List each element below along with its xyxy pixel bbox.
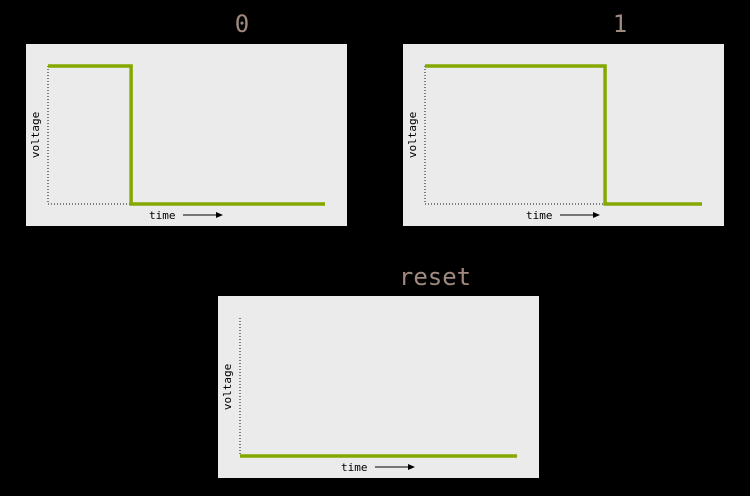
chart-title-reset: reset bbox=[398, 263, 472, 291]
waveform-plot: voltage time bbox=[406, 64, 702, 222]
signal-trace bbox=[425, 64, 702, 206]
y-axis-label: voltage bbox=[29, 112, 42, 158]
chart-panel-0: voltage time bbox=[26, 44, 347, 226]
arrowhead-icon bbox=[216, 212, 223, 218]
chart-title-1: 1 bbox=[612, 10, 628, 38]
signal-trace bbox=[48, 64, 325, 206]
arrowhead-icon bbox=[593, 212, 600, 218]
waveform-plot: voltage time bbox=[29, 64, 325, 222]
x-axis-label: time bbox=[526, 209, 553, 222]
chart-panel-reset: voltage time bbox=[218, 296, 539, 478]
waveform-plot: voltage time bbox=[221, 318, 517, 474]
x-axis-label: time bbox=[341, 461, 368, 474]
arrowhead-icon bbox=[408, 464, 415, 470]
y-axis-label: voltage bbox=[221, 364, 234, 410]
y-axis-label: voltage bbox=[406, 112, 419, 158]
chart-panel-1: voltage time bbox=[403, 44, 724, 226]
chart-title-0: 0 bbox=[234, 10, 250, 38]
x-axis-label: time bbox=[149, 209, 176, 222]
